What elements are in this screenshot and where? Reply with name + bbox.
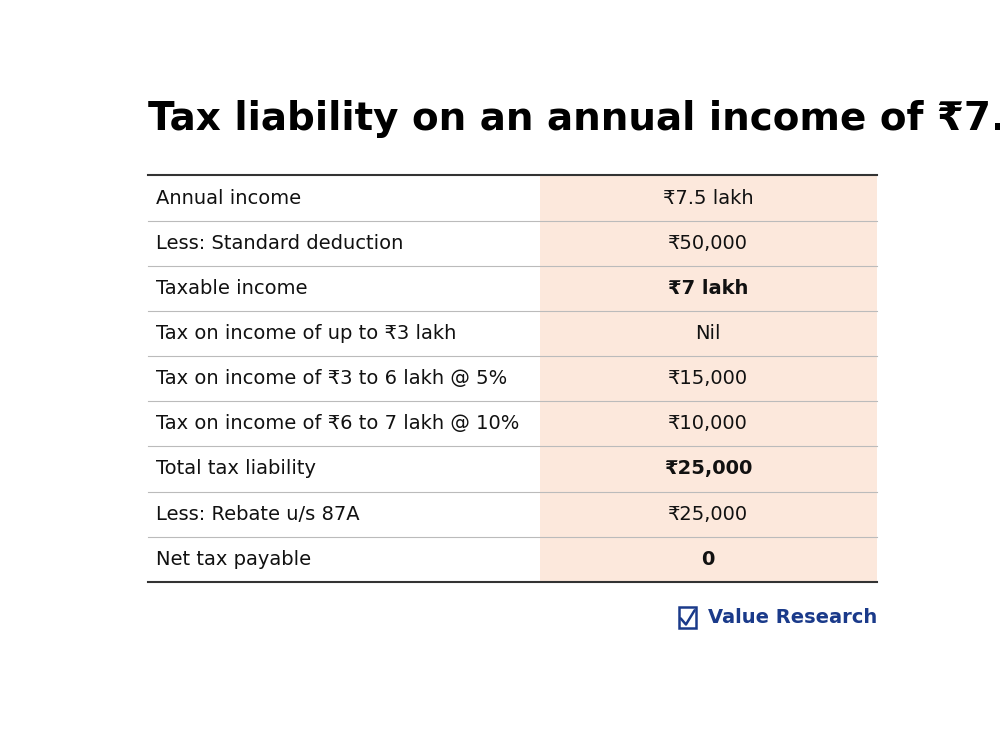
Text: Less: Rebate u/s 87A: Less: Rebate u/s 87A	[156, 504, 360, 523]
Text: Total tax liability: Total tax liability	[156, 460, 316, 479]
Text: ₹50,000: ₹50,000	[668, 234, 748, 253]
Text: Net tax payable: Net tax payable	[156, 550, 311, 569]
Text: ₹7.5 lakh: ₹7.5 lakh	[663, 188, 754, 207]
Text: ₹25,000: ₹25,000	[664, 460, 752, 479]
Text: Value Research: Value Research	[708, 608, 877, 627]
Text: Annual income: Annual income	[156, 188, 301, 207]
Text: Tax on income of ₹3 to 6 lakh @ 5%: Tax on income of ₹3 to 6 lakh @ 5%	[156, 369, 507, 388]
Bar	[540, 175, 877, 582]
Text: Tax on income of ₹6 to 7 lakh @ 10%: Tax on income of ₹6 to 7 lakh @ 10%	[156, 414, 519, 433]
Text: Nil: Nil	[695, 324, 721, 343]
Text: Tax liability on an annual income of ₹7.5 lakh: Tax liability on an annual income of ₹7.…	[148, 100, 1000, 138]
Text: Tax on income of up to ₹3 lakh: Tax on income of up to ₹3 lakh	[156, 324, 456, 343]
Text: ₹10,000: ₹10,000	[668, 414, 748, 433]
Text: ₹15,000: ₹15,000	[668, 369, 748, 388]
Text: Taxable income: Taxable income	[156, 279, 308, 298]
Text: ₹7 lakh: ₹7 lakh	[668, 279, 748, 298]
Bar	[679, 607, 696, 627]
Text: ₹25,000: ₹25,000	[668, 504, 748, 523]
Text: 0: 0	[702, 550, 715, 569]
Text: Less: Standard deduction: Less: Standard deduction	[156, 234, 403, 253]
